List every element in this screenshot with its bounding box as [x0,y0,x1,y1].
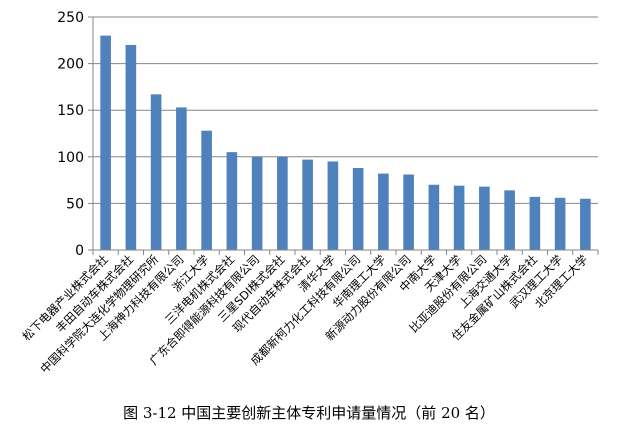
bar [580,198,591,250]
bar [150,94,162,250]
y-tick-label: 0 [75,243,84,259]
bar [554,197,566,250]
bar [529,196,541,250]
bar [327,161,339,250]
bar [251,156,263,250]
bar [125,44,137,251]
bars [100,35,591,251]
bar [226,152,238,250]
y-tick-label: 50 [66,196,84,212]
bar [378,173,389,250]
bar [352,167,364,250]
y-axis: 0 50 100 150 200 250 [57,10,94,259]
bar [176,107,187,251]
bar [277,156,288,250]
bar [453,185,465,250]
bar [428,184,440,250]
y-tick-label: 150 [57,103,84,119]
y-tick-label: 250 [57,10,84,26]
y-tick-label: 100 [57,150,84,166]
bar [100,35,111,250]
bar [504,190,515,250]
bar [403,174,414,250]
gridlines [93,16,598,204]
bar [201,130,212,250]
y-tick-label: 200 [57,57,84,73]
figure-caption: 图 3-12 中国主要创新主体专利申请量情况（前 20 名） [123,404,495,422]
x-axis: 松下电器产业株式会社丰田自动车株式会社中国科学院大连化学物理研究所上海神力科技有… [20,249,599,376]
bar [302,159,313,250]
bar [479,186,490,250]
